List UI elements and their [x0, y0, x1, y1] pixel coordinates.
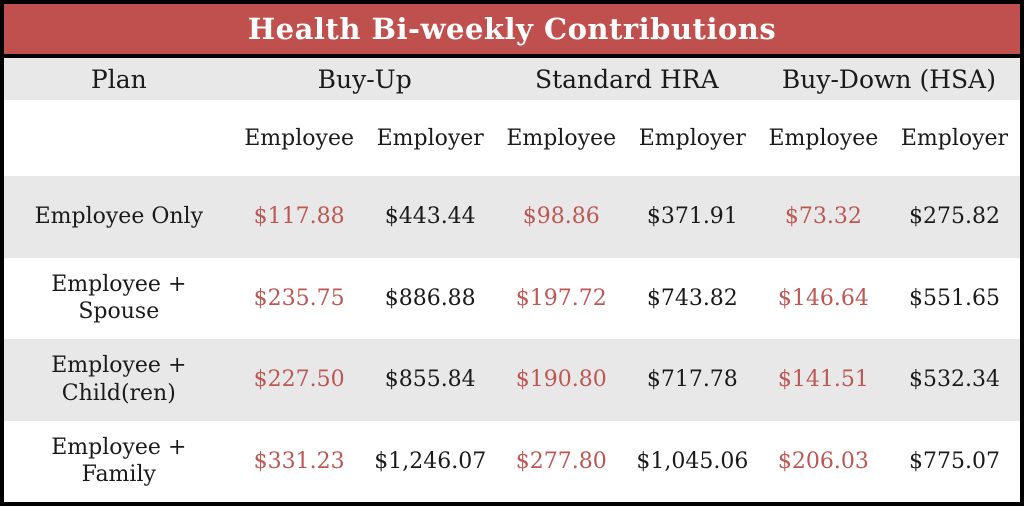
- column-header-buy-up: Buy-Up: [233, 56, 496, 100]
- hra-employer-value: $371.91: [626, 176, 758, 258]
- hsa-employer-value: $775.07: [888, 420, 1020, 502]
- sub-header-buy-up-employer: Employer: [364, 100, 496, 176]
- column-header-standard-hra: Standard HRA: [495, 56, 758, 100]
- table-row-employee-children: Employee + Child(ren) $227.50 $855.84 $1…: [4, 339, 1020, 421]
- hra-employee-value: $190.80: [495, 339, 627, 421]
- sub-header-hsa-employee: Employee: [757, 100, 889, 176]
- sub-header-hra-employee: Employee: [495, 100, 627, 176]
- hsa-employer-value: $532.34: [888, 339, 1020, 421]
- buy-up-employer-value: $855.84: [364, 339, 496, 421]
- health-contributions-table: Health Bi-weekly Contributions Plan Buy-…: [4, 4, 1020, 502]
- buy-up-employee-value: $227.50: [233, 339, 365, 421]
- hsa-employee-value: $73.32: [757, 176, 889, 258]
- plan-label: Employee + Family: [4, 420, 234, 502]
- column-header-buy-down-hsa: Buy-Down (HSA): [757, 56, 1020, 100]
- hsa-employee-value: $206.03: [757, 420, 889, 502]
- table-row-employee-spouse: Employee + Spouse $235.75 $886.88 $197.7…: [4, 257, 1020, 339]
- table-row-employee-only: Employee Only $117.88 $443.44 $98.86 $37…: [4, 176, 1020, 258]
- sub-header-hra-employer: Employer: [626, 100, 758, 176]
- hra-employer-value: $717.78: [626, 339, 758, 421]
- buy-up-employer-value: $886.88: [364, 257, 496, 339]
- plan-label: Employee Only: [4, 176, 234, 258]
- group-header-row: Plan Buy-Up Standard HRA Buy-Down (HSA): [4, 56, 1020, 100]
- hra-employee-value: $98.86: [495, 176, 627, 258]
- hra-employer-value: $743.82: [626, 257, 758, 339]
- buy-up-employee-value: $117.88: [233, 176, 365, 258]
- sub-header-empty: [4, 100, 234, 176]
- sub-header-buy-up-employee: Employee: [233, 100, 365, 176]
- buy-up-employee-value: $331.23: [233, 420, 365, 502]
- hra-employee-value: $277.80: [495, 420, 627, 502]
- sub-header-row: Employee Employer Employee Employer Empl…: [4, 100, 1020, 176]
- column-header-plan: Plan: [4, 56, 234, 100]
- buy-up-employer-value: $1,246.07: [364, 420, 496, 502]
- buy-up-employer-value: $443.44: [364, 176, 496, 258]
- hsa-employee-value: $146.64: [757, 257, 889, 339]
- hsa-employee-value: $141.51: [757, 339, 889, 421]
- buy-up-employee-value: $235.75: [233, 257, 365, 339]
- table-row-employee-family: Employee + Family $331.23 $1,246.07 $277…: [4, 420, 1020, 502]
- sub-header-hsa-employer: Employer: [888, 100, 1020, 176]
- plan-label: Employee + Child(ren): [4, 339, 234, 421]
- hra-employer-value: $1,045.06: [626, 420, 758, 502]
- table-title: Health Bi-weekly Contributions: [4, 4, 1020, 58]
- hsa-employer-value: $275.82: [888, 176, 1020, 258]
- plan-label: Employee + Spouse: [4, 257, 234, 339]
- title-row: Health Bi-weekly Contributions: [4, 4, 1020, 58]
- hsa-employer-value: $551.65: [888, 257, 1020, 339]
- hra-employee-value: $197.72: [495, 257, 627, 339]
